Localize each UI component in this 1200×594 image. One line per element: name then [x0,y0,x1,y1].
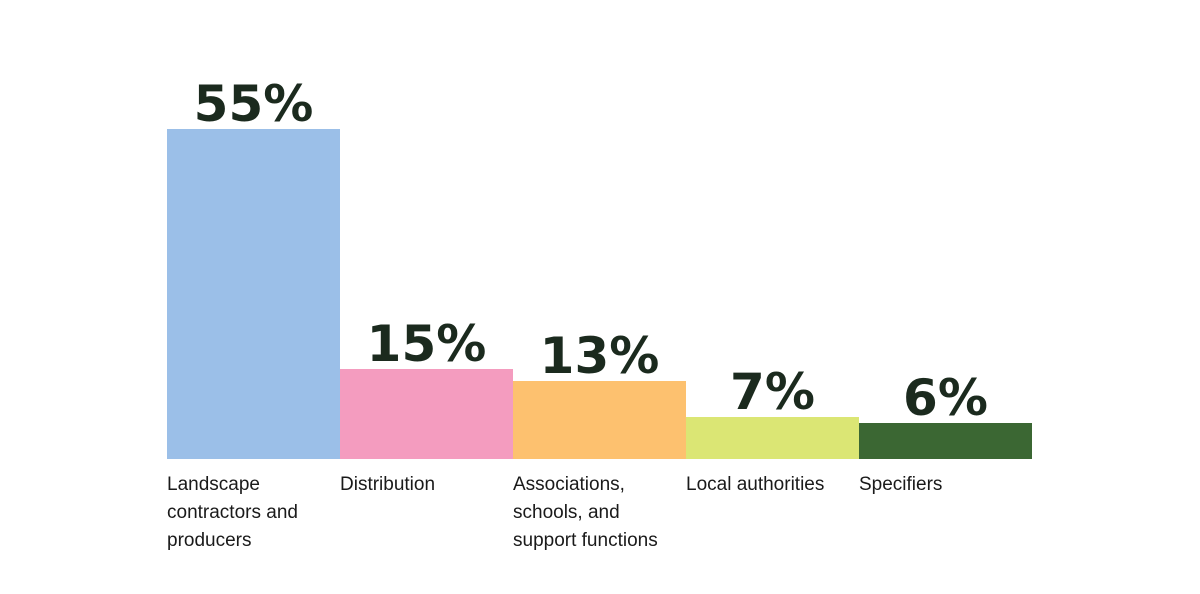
value-label-4: 7% [730,363,815,421]
bar-5 [859,423,1032,459]
bar-3 [513,381,686,459]
category-label-3: Associations, schools, and support funct… [513,474,658,551]
bar-1 [167,129,340,459]
value-label-2: 15% [367,315,487,373]
value-label-3: 13% [540,327,660,385]
bars-group [167,129,1032,459]
category-label-2: Distribution [340,474,436,495]
value-labels-group: 55% 15% 13% 7% 6% [194,75,988,427]
bar-2 [340,369,513,459]
category-label-1: Landscape contractors and producers [167,474,298,551]
value-label-1: 55% [194,75,314,133]
category-label-4: Local authorities [686,474,825,495]
value-label-5: 6% [903,369,988,427]
bar-4 [686,417,859,459]
category-label-5: Specifiers [859,474,943,495]
